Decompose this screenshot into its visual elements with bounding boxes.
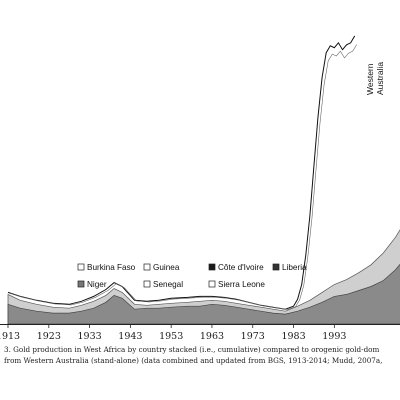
western-australia-annotation: Western Australia: [365, 62, 385, 95]
chart-legend: Burkina Faso Guinea Côte d'Ivoire Liberia Ni…: [77, 263, 307, 289]
legend-swatch: [208, 280, 216, 288]
caption-line-2: from Western Australia (stand-alone) (da…: [4, 356, 383, 365]
annotation-line-2: Australia: [375, 62, 385, 95]
legend-item: Côte d'Ivoire: [208, 263, 264, 272]
legend-item: Senegal: [143, 280, 183, 289]
legend-label: Sierra Leone: [218, 280, 265, 289]
legend-label: Burkina Faso: [87, 263, 136, 272]
x-tick-label: 1973: [241, 331, 265, 342]
x-tick-label: 1983: [281, 331, 305, 342]
west-africa-upper-area: [7, 229, 400, 325]
legend-item: Liberia: [272, 263, 307, 272]
legend-item: Niger: [77, 280, 107, 289]
legend-label: Guinea: [153, 263, 180, 272]
legend-swatch: [77, 280, 85, 288]
legend-swatch: [208, 263, 216, 271]
legend-label: Niger: [87, 280, 107, 289]
legend-item: Sierra Leone: [208, 280, 265, 289]
x-tick-label: 1913: [0, 331, 20, 342]
x-tick-label: 1993: [322, 331, 346, 342]
figure-caption: 3. Gold production in West Africa by cou…: [4, 344, 400, 366]
western-australia-line-outline: [9, 44, 357, 310]
legend-swatch: [77, 263, 85, 271]
x-axis-ticks: 1913 1923 1933 1943 1953 1963 1973 1983 1993: [0, 324, 346, 342]
legend-swatch: [272, 263, 280, 271]
legend-swatch: [143, 263, 151, 271]
legend-label: Côte d'Ivoire: [218, 263, 264, 272]
legend-swatch: [143, 280, 151, 288]
area-layer: [7, 229, 400, 325]
x-tick-label: 1963: [200, 331, 224, 342]
x-tick-label: 1933: [77, 331, 101, 342]
legend-label: Liberia: [282, 263, 307, 272]
line-layer: [7, 35, 357, 310]
legend-item: Burkina Faso: [77, 263, 136, 272]
legend-label: Senegal: [153, 280, 183, 289]
caption-line-1: 3. Gold production in West Africa by cou…: [4, 345, 380, 354]
west-africa-base-area: [7, 263, 400, 325]
x-tick-label: 1923: [37, 331, 61, 342]
annotation-line-1: Western: [365, 63, 375, 95]
x-tick-label: 1953: [159, 331, 183, 342]
x-tick-label: 1943: [118, 331, 142, 342]
legend-item: Guinea: [143, 263, 180, 272]
